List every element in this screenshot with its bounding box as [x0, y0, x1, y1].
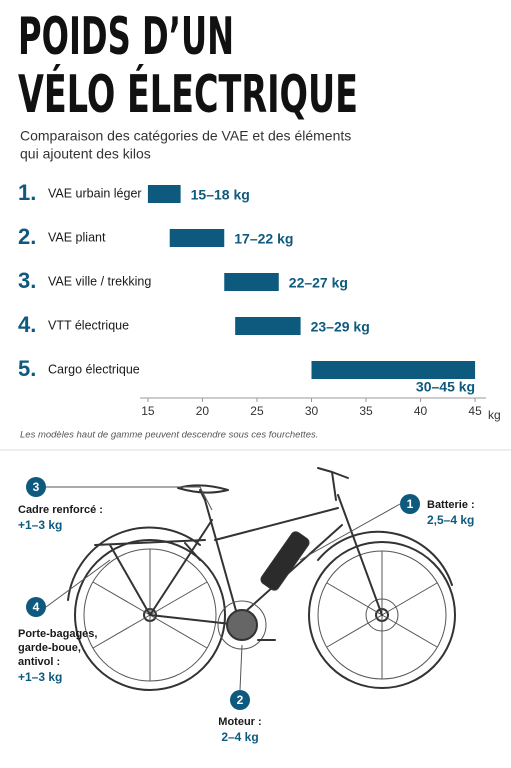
x-tick-label: 45 [468, 404, 482, 418]
callout-label: garde-boue, [18, 642, 81, 654]
rank: 3. [18, 268, 36, 293]
range-bar [147, 185, 181, 203]
callout-label: antivol : [18, 656, 60, 668]
callout-number: 1 [407, 497, 414, 511]
title-line: VÉLO ÉLECTRIQUE [18, 64, 358, 125]
x-unit: kg [488, 408, 501, 422]
bike-illustration [67, 467, 456, 691]
title-line: POIDS D’UN [18, 7, 234, 67]
subtitle-line: Comparaison des catégories de VAE et des… [20, 128, 351, 144]
callout-label: Moteur : [218, 716, 261, 728]
x-tick-label: 25 [250, 404, 264, 418]
value-label: 17–22 kg [234, 231, 293, 247]
category-label: VAE pliant [48, 230, 106, 244]
range-bar [235, 317, 301, 335]
x-tick-label: 15 [141, 404, 155, 418]
value-label: 15–18 kg [191, 187, 250, 203]
category-label: Cargo électrique [48, 362, 140, 376]
callout-leaders [45, 486, 401, 691]
callout-weight: +1–3 kg [18, 670, 62, 684]
category-label: VTT électrique [48, 318, 129, 332]
callout-weight: 2–4 kg [221, 730, 258, 744]
callout-badge [26, 477, 46, 497]
category-label: VAE ville / trekking [48, 274, 151, 288]
callout-label: Cadre renforcé : [18, 504, 103, 516]
callout-number: 4 [33, 600, 40, 614]
range-bar [311, 361, 476, 379]
x-tick-label: 20 [196, 404, 210, 418]
callout-badge [26, 597, 46, 617]
callout-weight: 2,5–4 kg [427, 513, 474, 527]
callout-label: Batterie : [427, 499, 475, 511]
range-bar [169, 229, 225, 247]
callout-badge [230, 690, 250, 710]
value-label: 22–27 kg [289, 275, 348, 291]
x-tick-label: 35 [359, 404, 373, 418]
x-tick-label: 40 [414, 404, 428, 418]
callout-number: 3 [33, 480, 40, 494]
callout-label: Porte-bagages, [18, 628, 97, 640]
note: Les modèles haut de gamme peuvent descen… [20, 430, 318, 441]
category-label: VAE urbain léger [48, 186, 142, 200]
value-label: 23–29 kg [311, 319, 370, 335]
callout-badge [400, 494, 420, 514]
rank: 2. [18, 224, 36, 249]
rank: 4. [18, 312, 36, 337]
range-bar [224, 273, 279, 291]
rank: 5. [18, 356, 36, 381]
x-tick-label: 30 [305, 404, 319, 418]
rank: 1. [18, 180, 36, 205]
callout-weight: +1–3 kg [18, 518, 62, 532]
subtitle-line: qui ajoutent des kilos [20, 146, 151, 162]
callout-number: 2 [237, 693, 244, 707]
value-label: 30–45 kg [416, 379, 475, 395]
